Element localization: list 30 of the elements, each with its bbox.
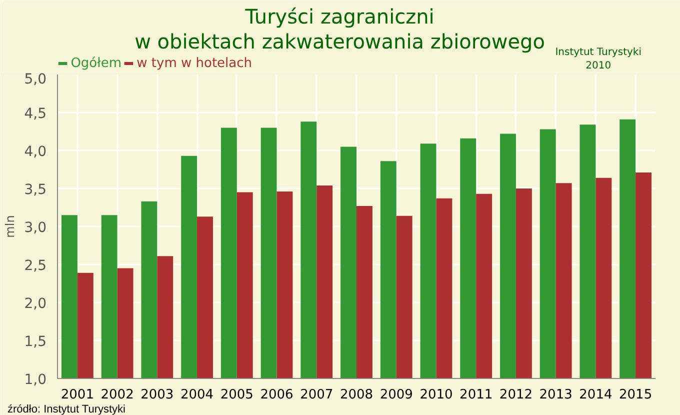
x-tick-label: 2006 [260, 388, 294, 402]
legend-label: w tym w hotelach [136, 56, 252, 71]
text: źródło: Instytut Turystyki [8, 404, 126, 415]
x-tick-label: 2005 [220, 388, 254, 402]
x-tick-label: 2003 [140, 388, 174, 402]
y-tick-label: 2,5 [24, 258, 46, 274]
x-tick-label: 2013 [539, 388, 572, 402]
x-tick-label: 2002 [100, 388, 134, 402]
x-tick-label: 2011 [460, 388, 493, 402]
chart-title: Turyści zagraniczni w obiektach zakwaterowania zbiorowego [134, 4, 545, 54]
y-tick-label: 3,0 [24, 220, 46, 236]
x-tick-label: 2009 [380, 388, 413, 402]
y-axis-title: mln [3, 215, 18, 238]
y-tick-label: 5,0 [24, 72, 46, 88]
x-tick-label: 2010 [420, 388, 453, 402]
x-tick-label: 2001 [60, 388, 94, 402]
y-tick-label: 1,0 [24, 372, 46, 388]
x-tick-label: 2012 [499, 388, 533, 402]
y-tick-label: 4,0 [24, 144, 46, 160]
y-tick-label: 3,5 [24, 182, 46, 198]
y-tick-label: 4,5 [24, 106, 46, 122]
x-tick-label: 2007 [300, 388, 334, 402]
x-tick-label: 2015 [619, 388, 652, 402]
x-tick-label: 2004 [180, 388, 214, 402]
x-tick-label: 2008 [340, 388, 374, 402]
x-tick-label: 2014 [579, 388, 612, 402]
y-tick-label: 2,0 [24, 296, 46, 312]
text: Instytut Turystyki 2010 [555, 47, 642, 72]
y-tick-label: 1,5 [24, 334, 46, 350]
text: Ogółem [70, 56, 122, 71]
